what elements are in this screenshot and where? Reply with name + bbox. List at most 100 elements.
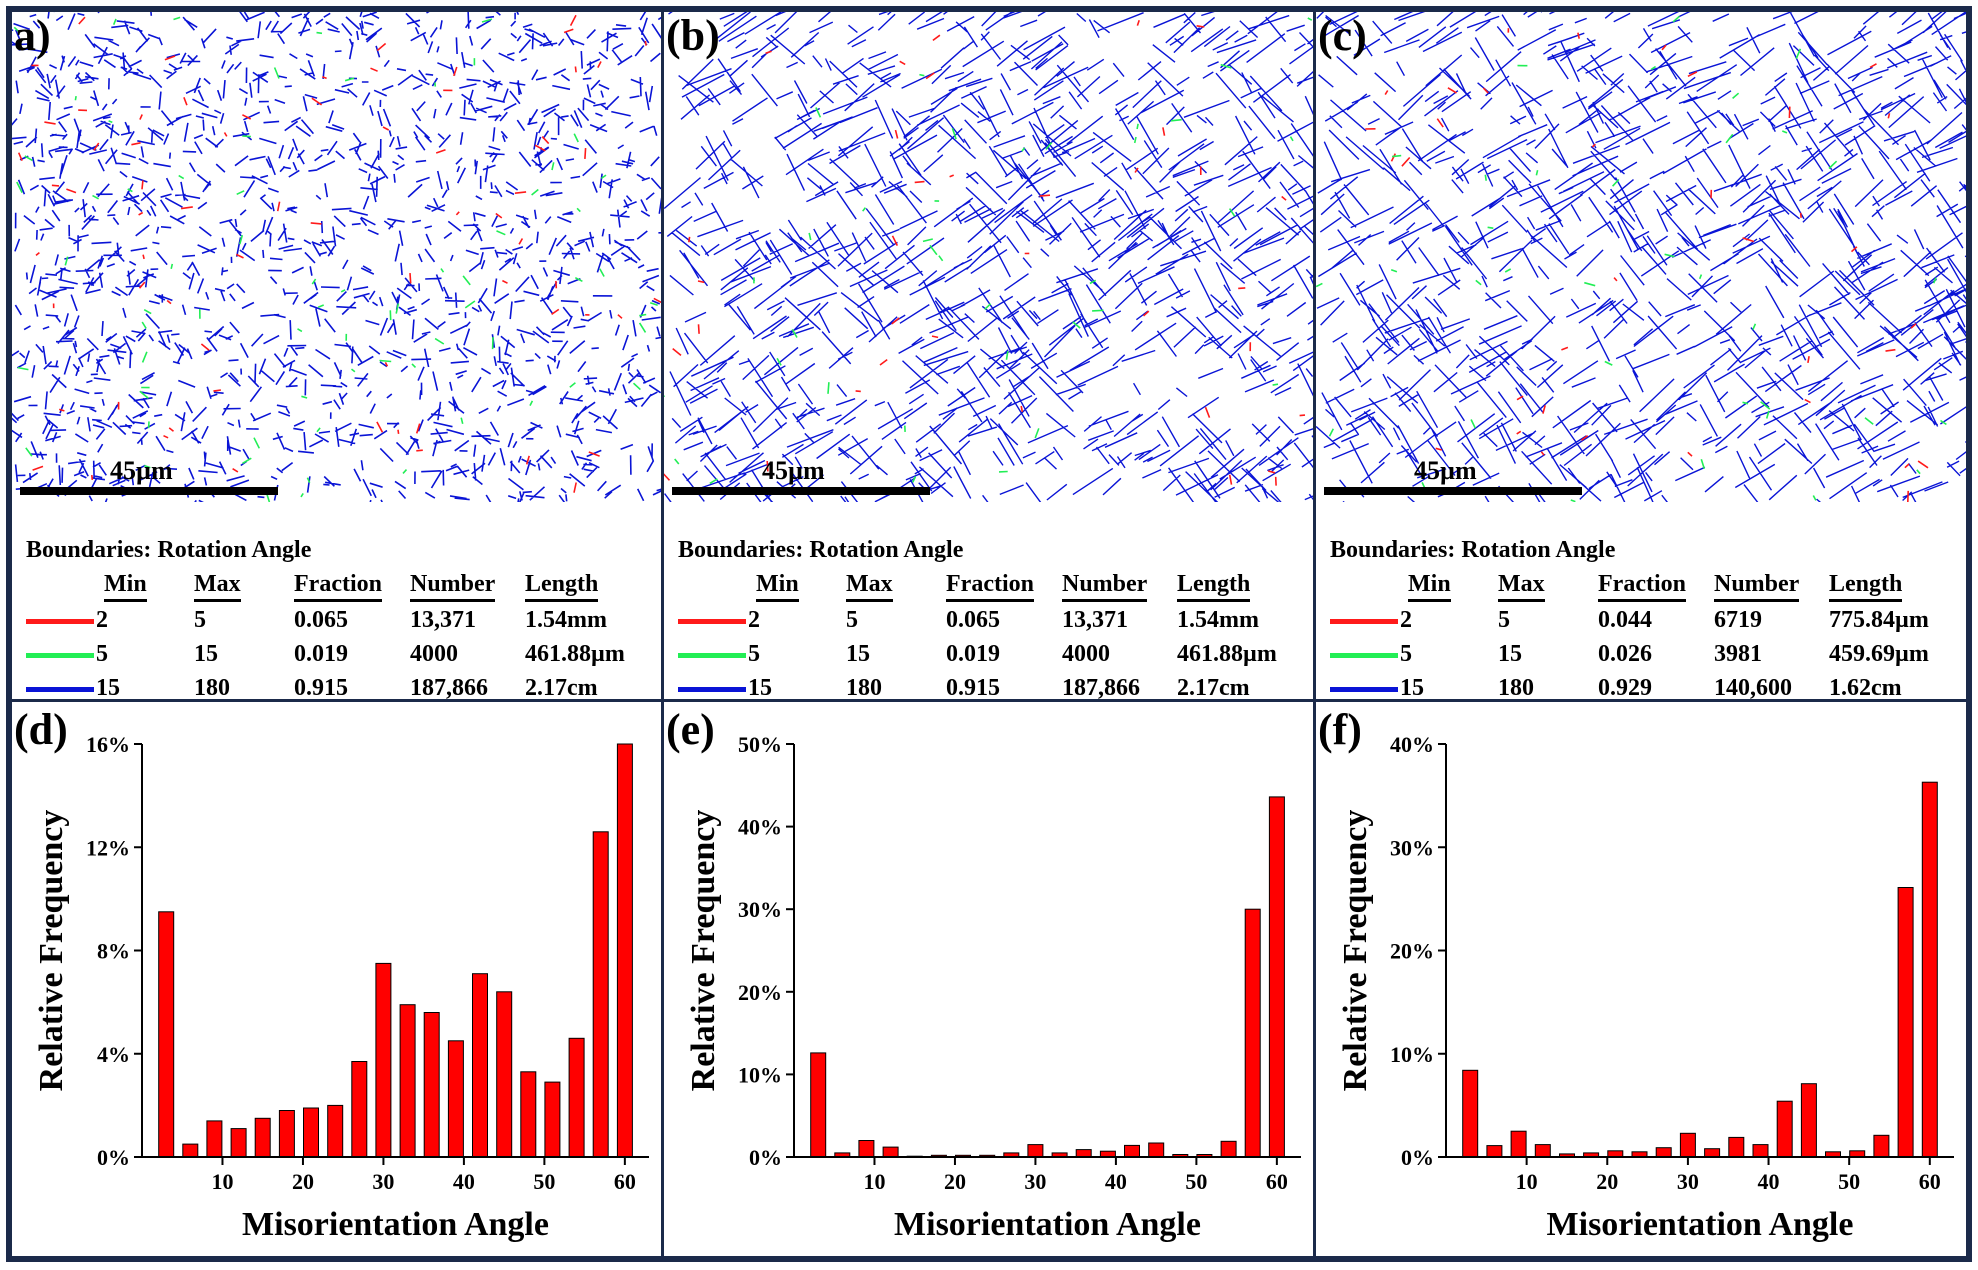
histogram-bar [1921, 781, 1938, 1158]
scale-bar-label: 45µm [110, 456, 173, 485]
y-tick-label: 10% [1390, 1042, 1434, 1067]
table-cell: 1.54mm [525, 607, 607, 633]
table-cell: 5 [748, 641, 760, 667]
scale-bar [20, 487, 278, 495]
histogram-bar [1704, 1148, 1721, 1158]
y-tick-label: 30% [738, 897, 782, 922]
table-cell: 15 [748, 675, 772, 701]
panel-label: a) [14, 11, 51, 60]
figure-frame [6, 6, 1972, 1262]
table-cell: 187,866 [1062, 675, 1140, 701]
boundary-color-swatch [678, 653, 746, 658]
table-cell: 2 [96, 607, 108, 633]
table-cell: 187,866 [410, 675, 488, 701]
histogram-bar [568, 1037, 585, 1158]
y-tick-label: 8% [97, 939, 130, 964]
boundary-table-title: Boundaries: Rotation Angle [678, 537, 964, 563]
table-cell: 140,600 [1714, 675, 1792, 701]
histogram-bar [1897, 887, 1914, 1158]
boundary-color-swatch [1330, 687, 1398, 692]
x-tick-label: 10 [863, 1169, 885, 1194]
boundary-table-title: Boundaries: Rotation Angle [26, 537, 312, 563]
histogram-bar [810, 1052, 827, 1158]
table-cell: 5 [194, 607, 206, 633]
panel-label: (b) [666, 11, 720, 60]
histogram-bar [1510, 1130, 1527, 1158]
histogram-bar [1679, 1132, 1696, 1158]
histogram-bar [1800, 1083, 1817, 1158]
y-tick-label: 50% [738, 732, 782, 757]
table-cell: 0.065 [946, 607, 1000, 633]
histogram-bar [1728, 1136, 1745, 1158]
histogram-bar [1873, 1134, 1890, 1158]
histogram-bar [1752, 1144, 1769, 1158]
x-tick-label: 10 [1516, 1169, 1538, 1194]
x-axis-label: Misorientation Angle [894, 1206, 1201, 1243]
table-cell: 775.84µm [1829, 607, 1929, 633]
table-cell: 5 [96, 641, 108, 667]
misorientation-histogram: 0% 10% 20% 30% 40% 50% 10 20 30 40 50 60 Misorientat… [666, 705, 1301, 1243]
table-cell: 3981 [1714, 641, 1762, 667]
table-header-length: Length [525, 571, 599, 602]
y-tick-label: 12% [86, 835, 130, 860]
histogram-bar [447, 1040, 464, 1158]
boundary-map-image [12, 12, 661, 502]
table-header-fraction: Fraction [946, 571, 1034, 602]
table-cell: 2 [1400, 607, 1412, 633]
panel-b: (b) 45µm Boundaries: Rotation Angle Min Max F… [661, 9, 1316, 702]
y-tick-label: 0% [97, 1145, 130, 1170]
x-tick-label: 20 [1596, 1169, 1618, 1194]
boundary-map-image [1316, 12, 1966, 502]
table-cell: 13,371 [1062, 607, 1128, 633]
table-cell: 0.044 [1598, 607, 1652, 633]
x-tick-label: 60 [1266, 1169, 1288, 1194]
histogram-bar [375, 962, 392, 1158]
table-cell: 0.915 [946, 675, 1000, 701]
scale-bar-label: 45µm [762, 456, 825, 485]
histogram-bar [1462, 1069, 1479, 1158]
table-header-min: Min [1408, 571, 1451, 602]
boundary-table-title: Boundaries: Rotation Angle [1330, 537, 1616, 563]
panel-label: (f) [1318, 705, 1362, 754]
histogram-bar [351, 1061, 368, 1158]
y-tick-label: 20% [738, 980, 782, 1005]
histogram-bar [592, 831, 609, 1158]
table-cell: 2.17cm [1177, 675, 1250, 701]
x-tick-label: 20 [944, 1169, 966, 1194]
table-header-fraction: Fraction [1598, 571, 1686, 602]
boundary-color-swatch [678, 687, 746, 692]
table-cell: 15 [1498, 641, 1522, 667]
table-header-min: Min [104, 571, 147, 602]
x-tick-label: 60 [1919, 1169, 1941, 1194]
table-header-fraction: Fraction [294, 571, 382, 602]
boundary-color-swatch [26, 653, 94, 658]
histogram-bar [399, 1004, 416, 1158]
misorientation-histogram: 0% 4% 8% 12% 16% 10 20 30 40 50 60 Misorientation A… [14, 705, 649, 1243]
x-axis-label: Misorientation Angle [1547, 1206, 1854, 1243]
x-axis-label: Misorientation Angle [242, 1206, 549, 1243]
histogram-bar [254, 1117, 271, 1158]
table-cell: 5 [846, 607, 858, 633]
table-cell: 2 [748, 607, 760, 633]
histogram-bar [544, 1081, 561, 1158]
x-tick-label: 30 [372, 1169, 394, 1194]
x-tick-label: 10 [211, 1169, 233, 1194]
table-header-max: Max [194, 571, 241, 602]
table-cell: 0.065 [294, 607, 348, 633]
table-header-max: Max [1498, 571, 1545, 602]
histogram-bar [1148, 1142, 1165, 1158]
table-cell: 5 [1498, 607, 1510, 633]
high-angle-boundaries [12, 12, 661, 502]
histogram-bar [1220, 1140, 1237, 1158]
histogram-bar [616, 743, 633, 1158]
y-tick-label: 30% [1390, 835, 1434, 860]
y-tick-label: 0% [1401, 1145, 1434, 1170]
panel-d: 0% 4% 8% 12% 16% 10 20 30 40 50 60 Misorientation A… [9, 699, 664, 1259]
histogram-bar [206, 1120, 223, 1158]
histogram-bar [182, 1143, 199, 1158]
histogram-bar [1027, 1144, 1044, 1158]
boundary-color-swatch [26, 687, 94, 692]
histogram-bar [1244, 908, 1261, 1158]
y-tick-label: 20% [1390, 939, 1434, 964]
table-cell: 0.019 [946, 641, 1000, 667]
